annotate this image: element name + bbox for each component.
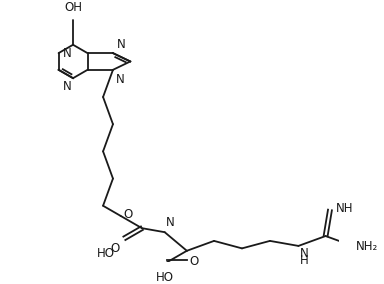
Text: O: O (189, 255, 199, 268)
Text: N: N (116, 73, 125, 86)
Text: N: N (166, 216, 175, 229)
Text: N: N (300, 247, 309, 260)
Text: HO: HO (97, 247, 115, 260)
Text: O: O (110, 242, 119, 254)
Text: N: N (63, 80, 71, 93)
Text: N: N (63, 47, 71, 60)
Text: OH: OH (64, 1, 82, 14)
Text: NH₂: NH₂ (356, 240, 378, 253)
Text: H: H (300, 254, 309, 267)
Text: HO: HO (156, 271, 174, 284)
Text: N: N (117, 38, 126, 51)
Text: O: O (123, 208, 132, 221)
Text: NH: NH (336, 202, 353, 215)
